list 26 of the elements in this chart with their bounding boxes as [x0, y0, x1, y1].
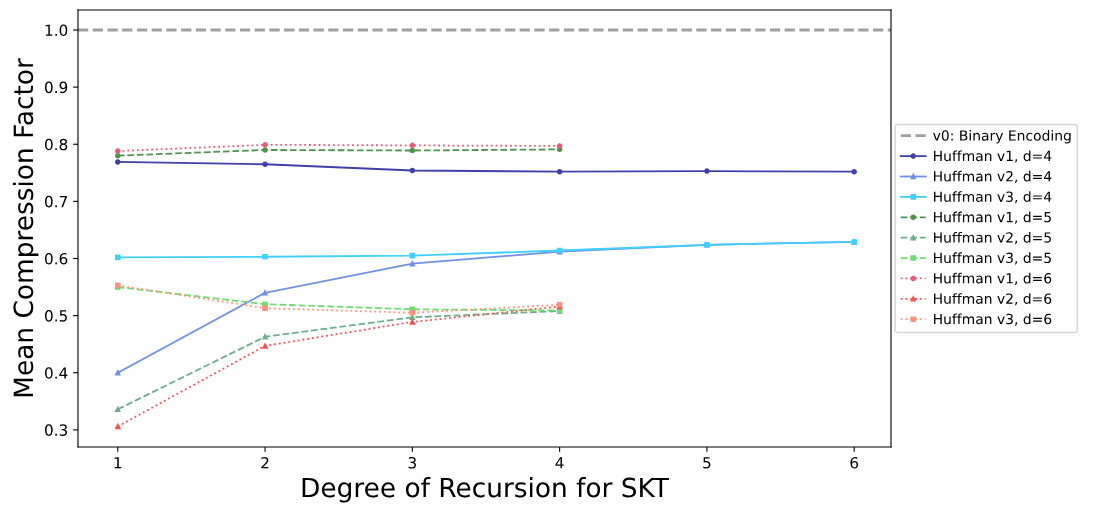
x-axis-title: Degree of Recursion for SKT [302, 477, 669, 503]
legend-label: Huffman v2, d=4 [934, 170, 1052, 183]
y-tick-label: 0.5 [44, 310, 67, 322]
legend-label: Huffman v3, d=6 [934, 313, 1052, 326]
y-tick-label: 0.4 [44, 367, 68, 379]
legend-label: Huffman v2, d=6 [934, 293, 1052, 306]
legend-label: v0: Binary Encoding [933, 130, 1071, 144]
legend-label: Huffman v3, d=4 [934, 191, 1052, 204]
x-tick-label: 4 [555, 457, 564, 469]
y-tick-label: 0.6 [44, 252, 68, 265]
x-tick-label: 1 [114, 457, 122, 469]
x-tick-label: 6 [850, 456, 859, 469]
legend-label: Huffman v1, d=6 [934, 272, 1052, 285]
legend-label: Huffman v1, d=4 [934, 150, 1052, 163]
y-tick-label: 1.0 [45, 24, 68, 37]
y-tick-label: 0.8 [44, 138, 68, 151]
x-tick-label: 5 [703, 457, 711, 469]
legend-label: Huffman v1, d=5 [934, 211, 1051, 224]
y-tick-label: 0.3 [44, 424, 68, 436]
y-tick-label: 0.9 [44, 81, 68, 94]
y-axis-title: Mean Compression Factor [12, 58, 39, 397]
legend-label: Huffman v2, d=5 [934, 231, 1051, 245]
legend-label: Huffman v3, d=5 [934, 252, 1051, 265]
y-tick-label: 0.7 [44, 195, 67, 208]
x-tick-label: 2 [261, 456, 269, 469]
x-tick-label: 3 [408, 456, 416, 469]
